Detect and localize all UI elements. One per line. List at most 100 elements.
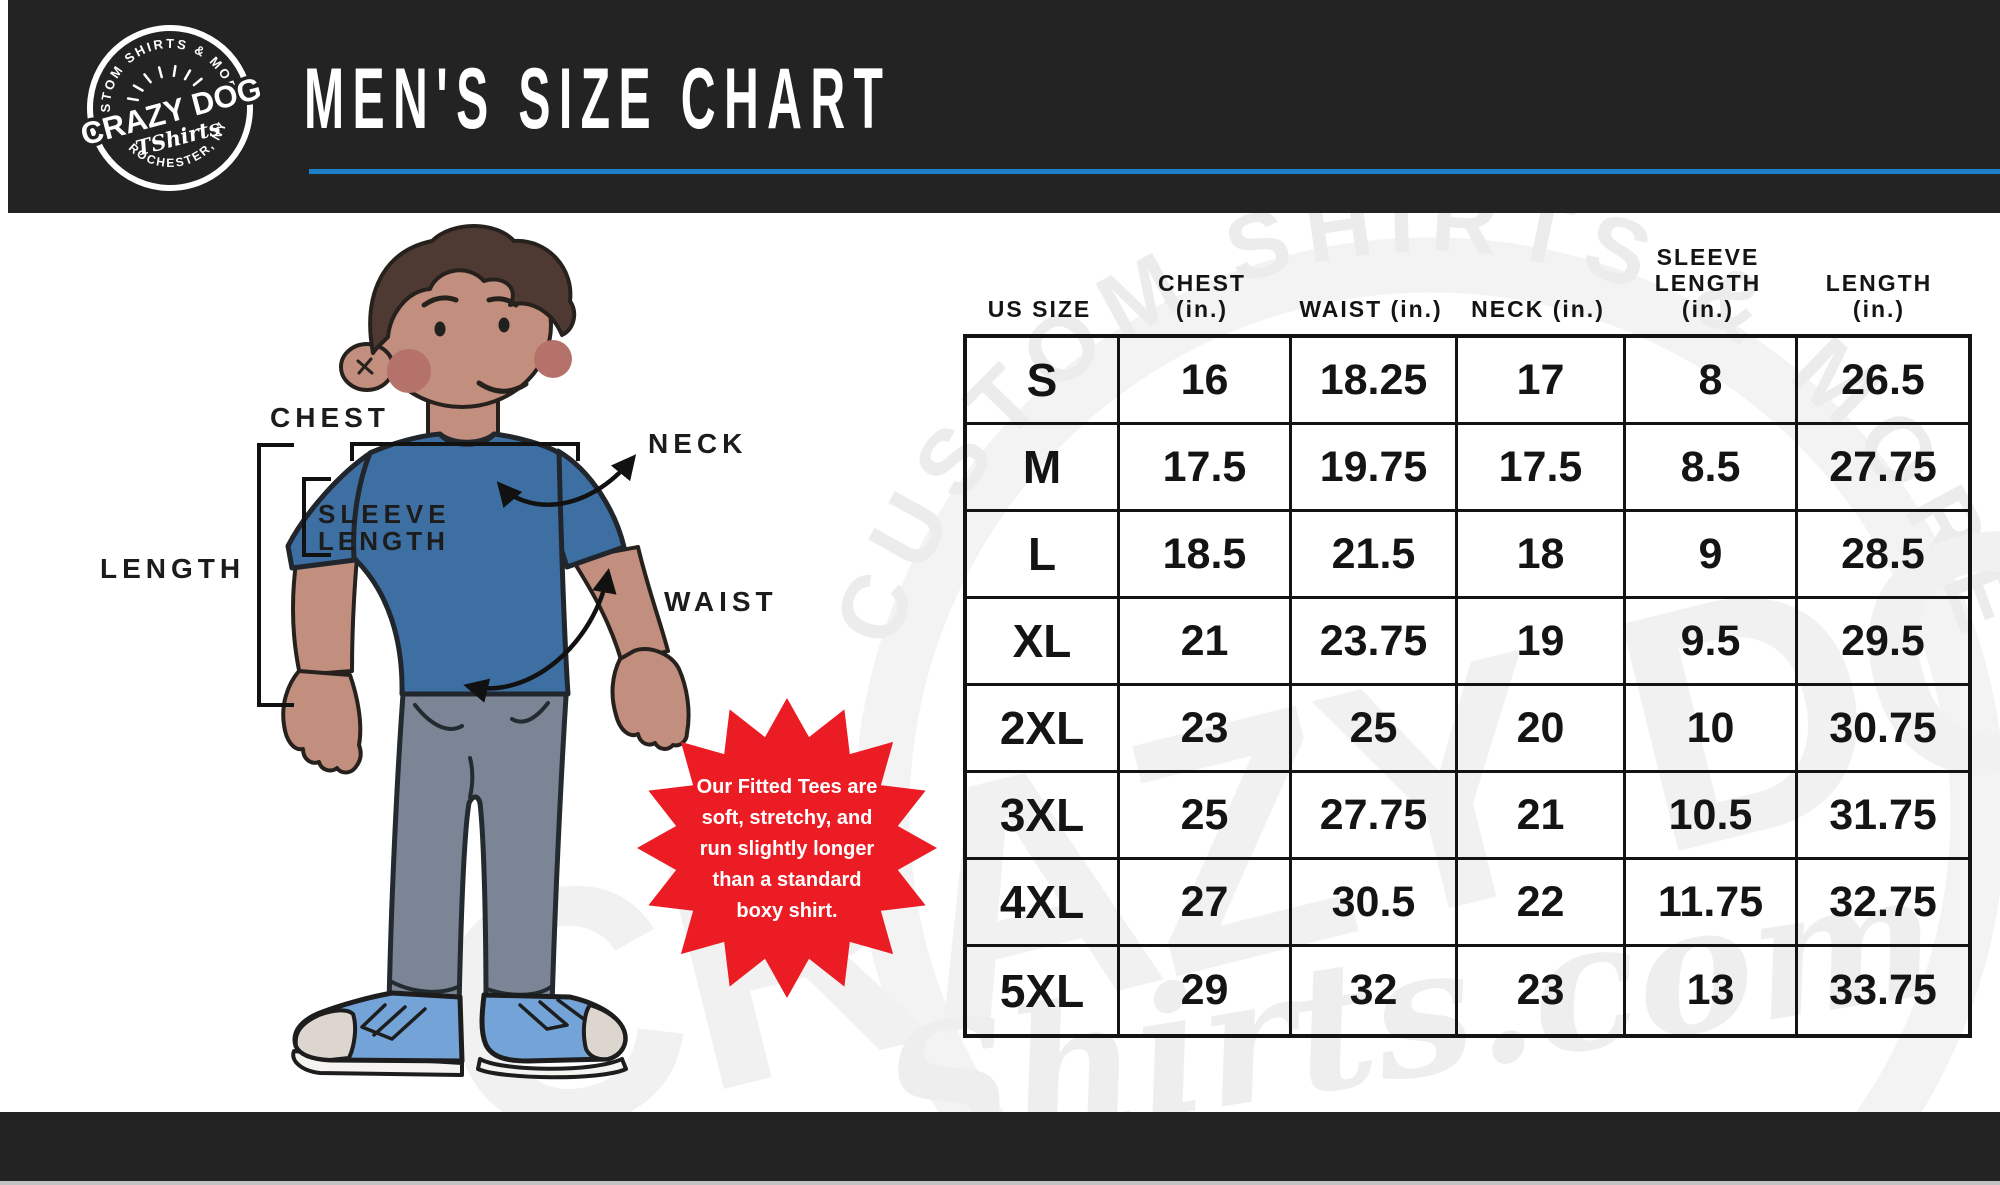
value-cell: 29 — [1120, 947, 1292, 1034]
content-area: CUSTOM SHIRTS & MORE CRAZY DOG Shirts.co… — [0, 213, 2000, 1112]
size-cell: 3XL — [967, 773, 1120, 860]
value-cell: 27 — [1120, 860, 1292, 947]
neck-label: NECK — [648, 428, 747, 459]
fitted-tees-badge: Our Fitted Tees are soft, stretchy, and … — [627, 688, 947, 1008]
value-cell: 30.75 — [1798, 686, 1968, 773]
sleeve-length-label-line1: SLEEVE — [318, 499, 451, 529]
size-cell: 2XL — [967, 686, 1120, 773]
value-cell: 10 — [1626, 686, 1798, 773]
size-cell: 4XL — [967, 860, 1120, 947]
badge-text-line5: boxy shirt. — [736, 900, 837, 922]
col-header-line: LENGTH — [1654, 270, 1762, 296]
length-label: LENGTH — [100, 553, 245, 584]
size-cell: 5XL — [967, 947, 1120, 1034]
value-cell: 10.5 — [1626, 773, 1798, 860]
value-cell: 11.75 — [1626, 860, 1798, 947]
value-cell: 25 — [1120, 773, 1292, 860]
page-title: MEN'S SIZE CHART — [304, 51, 892, 147]
figure-shoes — [291, 990, 628, 1080]
value-cell: 8 — [1626, 338, 1798, 425]
value-cell: 27.75 — [1292, 773, 1458, 860]
footer-bottom-strip — [0, 1181, 2000, 1185]
size-cell: XL — [967, 599, 1120, 686]
col-header-us-size: US SIZE — [963, 296, 1116, 334]
figure-face — [387, 295, 572, 394]
col-header-line: (in.) — [1852, 296, 1906, 322]
value-cell: 8.5 — [1626, 425, 1798, 512]
value-cell: 18.5 — [1120, 512, 1292, 599]
col-header-sleeve-length: SLEEVE LENGTH (in.) — [1622, 244, 1794, 334]
chest-label: CHEST — [270, 402, 390, 433]
col-header-line: (in.) — [1175, 296, 1229, 322]
badge-text-line1: Our Fitted Tees are — [697, 776, 878, 798]
background-watermark: CUSTOM SHIRTS & MORE CRAZY DOG Shirts.co… — [395, 213, 2000, 1112]
value-cell: 21.5 — [1292, 512, 1458, 599]
value-cell: 13 — [1626, 947, 1798, 1034]
col-header-line: NECK (in.) — [1471, 296, 1605, 322]
value-cell: 23.75 — [1292, 599, 1458, 686]
chest-bracket — [350, 442, 580, 461]
value-cell: 33.75 — [1829, 966, 1937, 1014]
measurement-diagram: CHEST NECK SLEEVE LENGTH LENGTH WAIST — [100, 224, 778, 1080]
value-cell: 29.5 — [1798, 599, 1968, 686]
value-cell: 18 — [1458, 512, 1626, 599]
value-cell: 17 — [1458, 338, 1626, 425]
value-cell: 31.75 — [1798, 773, 1968, 860]
value-cell: 19 — [1458, 599, 1626, 686]
value-cell: 30.5 — [1292, 860, 1458, 947]
value-cell: 9.5 — [1626, 599, 1798, 686]
size-table-header-row: US SIZE CHEST (in.) WAIST (in.) NECK (in… — [963, 244, 1973, 334]
col-header-line: CHEST — [1158, 270, 1246, 296]
value-cell: 9 — [1626, 512, 1798, 599]
waist-label: WAIST — [664, 586, 778, 617]
value-cell: 23 — [1458, 947, 1626, 1034]
title-underline — [309, 169, 2000, 174]
col-header-line: WAIST (in.) — [1299, 296, 1443, 322]
value-cell: 19.75 — [1292, 425, 1458, 512]
col-header-line: US SIZE — [987, 296, 1092, 322]
footer-bar — [0, 1112, 2000, 1181]
value-cell: 27.75 — [1798, 425, 1968, 512]
value-cell: 32.75 — [1798, 860, 1968, 947]
value-cell: 21 — [1120, 599, 1292, 686]
size-table: US SIZE CHEST (in.) WAIST (in.) NECK (in… — [963, 244, 1973, 1038]
badge-text-line4: than a standard — [713, 869, 862, 891]
header-bar: CUSTOM SHIRTS & MORE CRAZY DOG TShirts R… — [8, 0, 2000, 213]
figure-pants — [386, 678, 570, 1011]
col-header-neck: NECK (in.) — [1454, 296, 1622, 334]
waist-arrow — [463, 568, 617, 703]
value-cell: 26.5 — [1798, 338, 1968, 425]
col-header-line: LENGTH — [1825, 270, 1933, 296]
value-cell: 21 — [1458, 773, 1626, 860]
logo-rays-icon — [126, 64, 203, 102]
measurement-brackets — [257, 442, 580, 707]
logo-ring — [87, 25, 253, 191]
neck-arrow — [496, 454, 637, 509]
col-header-length: LENGTH (in.) — [1794, 270, 1964, 334]
value-cell: 28.5 — [1798, 512, 1968, 599]
value-cell: 25 — [1292, 686, 1458, 773]
size-table-grid: S 16 18.25 17 8 26.5 M 17.5 19.75 17.5 8… — [963, 334, 1972, 1038]
starburst-icon — [637, 698, 937, 998]
value-cell: 23 — [1120, 686, 1292, 773]
size-cell: M — [967, 425, 1120, 512]
value-cell: 22 — [1458, 860, 1626, 947]
col-header-line: (in.) — [1681, 296, 1735, 322]
sleeve-length-label-line2: LENGTH — [318, 526, 449, 556]
size-cell: L — [967, 512, 1120, 599]
col-header-waist: WAIST (in.) — [1288, 296, 1454, 334]
col-header-chest: CHEST (in.) — [1116, 270, 1288, 334]
badge-text-line2: soft, stretchy, and — [702, 807, 873, 829]
cartoon-figure — [281, 224, 691, 1080]
badge-text-line3: run slightly longer — [700, 838, 875, 860]
figure-ear — [339, 342, 395, 392]
value-cell: 32 — [1292, 947, 1458, 1034]
value-cell: 20 — [1458, 686, 1626, 773]
value-cell: 18.25 — [1292, 338, 1458, 425]
length-bracket — [257, 443, 294, 707]
value-cell: 17.5 — [1120, 425, 1292, 512]
size-cell: S — [967, 338, 1120, 425]
value-cell: 17.5 — [1458, 425, 1626, 512]
value-cell: 16 — [1120, 338, 1292, 425]
